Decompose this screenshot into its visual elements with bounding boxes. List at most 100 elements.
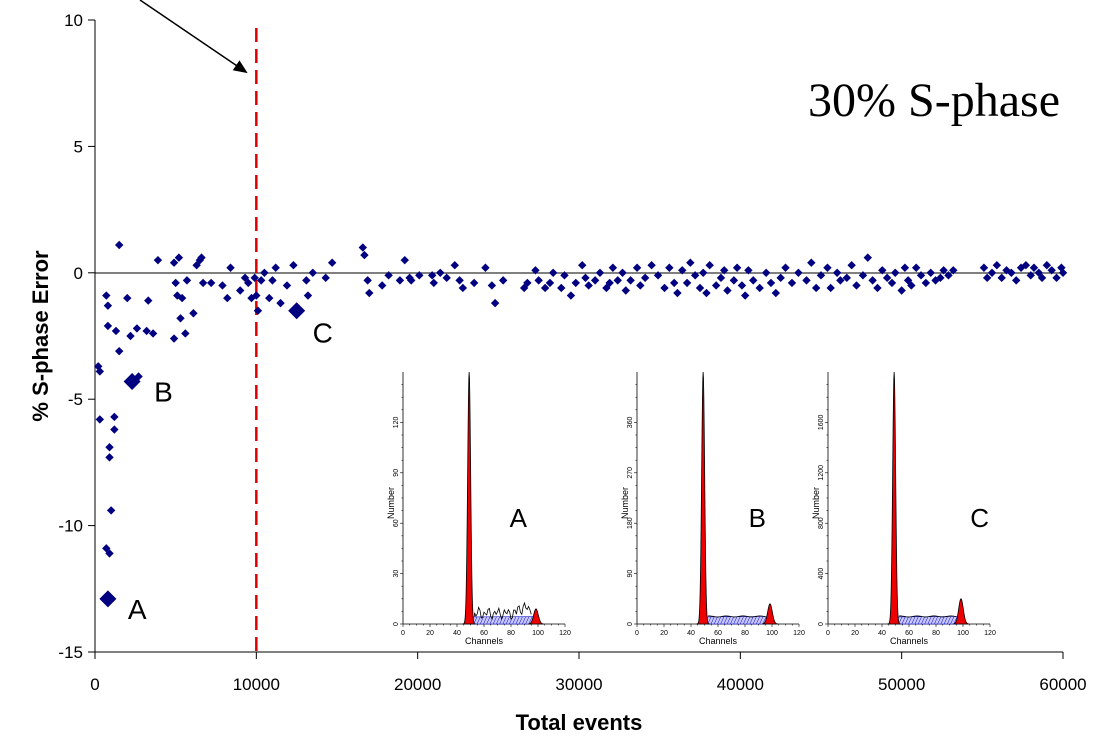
data-point — [699, 268, 708, 277]
data-point — [271, 263, 280, 272]
data-point — [289, 261, 298, 270]
data-point — [132, 324, 142, 333]
data-point — [519, 283, 529, 293]
data-point — [123, 293, 132, 303]
inset-hatch — [930, 616, 935, 625]
inset-x-tick-label: 0 — [635, 630, 639, 637]
data-point — [236, 286, 245, 295]
y-tick-label: -15 — [58, 643, 83, 662]
data-point — [105, 443, 114, 452]
inset-x-tick-label: 60 — [480, 630, 488, 637]
inset-envelope — [899, 615, 957, 618]
inset-g1-peak — [696, 371, 711, 625]
data-point — [360, 250, 369, 260]
data-point — [400, 255, 409, 265]
data-point — [916, 271, 926, 280]
data-point — [605, 278, 614, 288]
data-point — [523, 278, 532, 288]
inset-y-tick-label: 180 — [627, 517, 634, 529]
inset-x-tick-label: 80 — [932, 630, 940, 637]
data-point — [926, 268, 935, 277]
data-point — [1007, 268, 1016, 277]
data-point — [897, 286, 906, 295]
data-point — [1012, 276, 1021, 285]
inset-letter: B — [749, 503, 766, 533]
inset-hatch — [762, 616, 767, 625]
data-point — [557, 283, 566, 293]
inset-x-tick-label: 80 — [507, 630, 515, 637]
data-point — [105, 453, 114, 462]
data-point — [665, 263, 674, 272]
data-point — [595, 268, 605, 277]
data-point — [365, 288, 374, 298]
data-point — [134, 372, 143, 381]
data-point — [921, 278, 931, 288]
point-label-c: C — [313, 318, 333, 349]
x-tick-label: 30000 — [555, 675, 602, 694]
data-point — [678, 266, 687, 275]
data-point — [102, 544, 111, 553]
inset-hatch — [911, 616, 916, 625]
data-point — [182, 276, 192, 285]
data-point — [148, 329, 158, 338]
data-point — [450, 261, 459, 270]
inset-hatch — [901, 616, 906, 625]
point-label-a: A — [128, 594, 147, 625]
inset-x-tick-label: 40 — [878, 630, 886, 637]
highlighted-point-b — [123, 373, 141, 391]
inset-hatch — [486, 616, 491, 625]
chart-title: 30% S-phase — [808, 74, 1060, 127]
data-point — [260, 268, 269, 277]
data-point — [415, 271, 424, 280]
inset-s-phase-area — [896, 616, 960, 625]
data-point — [189, 309, 198, 318]
data-point — [126, 331, 135, 341]
inset-histogram-b: 0 20 40 60 80 100 120 0 90 180 270 360 Channels Numbe… — [620, 371, 805, 646]
data-point — [626, 276, 635, 285]
data-point — [787, 278, 797, 288]
data-point — [949, 266, 958, 275]
inset-x-tick-label: 100 — [766, 630, 778, 637]
x-tick-label: 0 — [90, 675, 99, 694]
data-point — [223, 293, 232, 303]
data-point — [826, 283, 835, 293]
inset-x-tick-label: 80 — [741, 630, 749, 637]
inset-envelope — [708, 615, 766, 618]
inset-x-tick-label: 40 — [453, 630, 461, 637]
data-point — [250, 273, 259, 283]
data-point — [1047, 266, 1056, 275]
inset-hatch — [723, 616, 728, 625]
inset-hatch — [937, 616, 942, 625]
data-point — [686, 258, 695, 267]
y-tick-label: -5 — [68, 390, 83, 409]
inset-y-tick-label: 120 — [393, 416, 400, 428]
data-point — [982, 273, 992, 283]
inset-hatch — [499, 616, 504, 625]
inset-hatch — [904, 616, 909, 625]
data-point — [206, 278, 216, 288]
inset-letter: A — [510, 503, 528, 533]
inset-y-title: Number — [620, 487, 630, 519]
inset-x-tick-label: 120 — [984, 630, 996, 637]
data-point — [106, 506, 116, 515]
inset-hatch — [917, 616, 922, 625]
data-point — [771, 288, 781, 298]
data-point — [647, 261, 656, 270]
x-axis-title: Total events — [516, 710, 643, 735]
x-tick-label: 40000 — [717, 675, 764, 694]
data-point — [732, 263, 742, 272]
data-point — [702, 288, 711, 298]
data-point — [669, 278, 679, 288]
inset-y-tick-label: 400 — [818, 568, 825, 580]
data-point — [177, 293, 187, 303]
inset-hatch — [947, 616, 951, 625]
y-ticks: 10 5 0 -5 -10 -15 — [58, 11, 95, 662]
inset-hatch — [934, 616, 938, 625]
inset-hatch — [739, 616, 744, 625]
inset-x-tick-label: 100 — [957, 630, 969, 637]
data-point — [540, 283, 550, 293]
data-point — [95, 367, 105, 376]
inset-hatch — [749, 616, 754, 625]
data-point — [498, 276, 508, 285]
